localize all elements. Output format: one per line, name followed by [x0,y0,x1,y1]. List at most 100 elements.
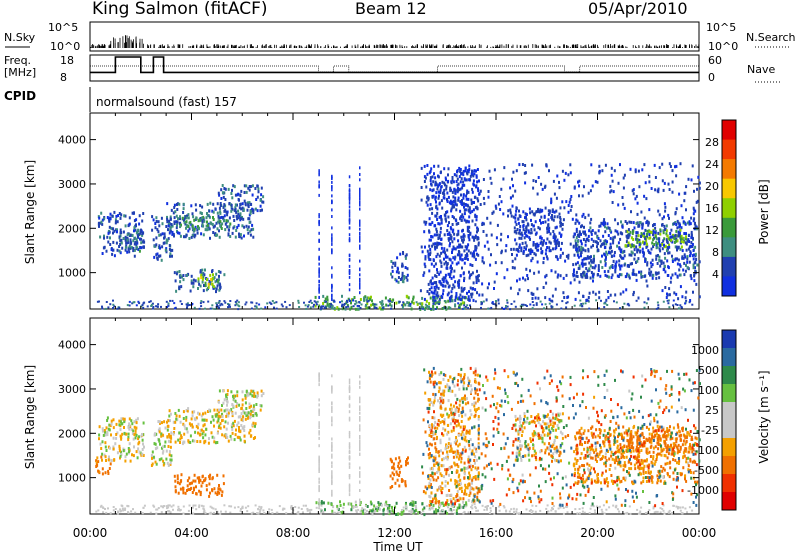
scatter-cell [675,293,677,296]
scatter-cell [202,432,204,435]
scatter-cell [581,305,583,307]
scatter-cell [229,216,231,219]
scatter-cell [520,249,522,252]
scatter-cell [456,455,458,458]
scatter-cell [477,429,479,432]
scatter-cell [489,264,491,267]
scatter-cell [177,217,179,220]
scatter-cell [681,204,683,207]
scatter-cell [585,302,587,304]
scatter-cell [461,415,463,418]
scatter-cell [131,422,133,425]
scatter-cell [176,208,178,211]
scatter-cell [253,392,255,395]
scatter-cell [666,229,668,232]
scatter-cell [205,477,207,480]
scatter-cell [639,251,641,254]
scatter-cell [428,269,430,272]
scatter-cell [499,208,501,211]
scatter-cell [559,256,561,259]
scatter-cell [421,167,423,170]
scatter-cell [170,431,172,434]
scatter-cell [584,263,586,266]
scatter-cell [667,300,669,302]
scatter-cell [549,210,551,213]
scatter-cell [434,234,436,237]
scatter-cell [443,277,445,280]
scatter-cell [566,274,568,277]
scatter-cell [468,456,470,459]
scatter-cell [667,241,669,244]
scatter-cell [460,274,462,277]
scatter-cell [239,217,241,220]
scatter-cell [194,235,196,238]
scatter-cell [610,237,612,240]
scatter-cell [443,189,445,192]
scatter-cell [245,418,247,421]
scatter-cell [486,217,488,220]
scatter-cell [224,198,226,201]
scatter-cell [682,216,684,219]
scatter-cell [128,250,130,253]
scatter-cell [555,255,557,258]
scatter-cell [662,247,664,250]
scatter-cell [114,442,116,445]
scatter-cell [173,206,175,209]
scatter-cell [598,264,600,267]
scatter-cell [433,258,435,261]
scatter-cell [311,302,313,304]
scatter-cell [519,214,521,217]
scatter-cell [98,437,100,440]
scatter-cell [460,194,462,197]
scatter-cell [464,212,466,215]
scatter-cell [501,307,503,309]
scatter-cell [119,235,121,238]
scatter-cell [677,263,679,266]
scatter-cell [183,433,185,436]
scatter-cell [625,220,627,223]
scatter-cell [432,303,434,305]
scatter-cell [574,305,576,307]
scatter-cell [438,373,440,376]
scatter-cell [435,308,437,310]
scatter-cell [590,277,592,280]
scatter-cell [595,240,597,243]
scatter-cell [213,409,215,412]
scatter-cell [200,302,202,304]
scatter-cell [377,501,379,504]
scatter-cell [439,281,441,284]
scatter-cell [132,429,134,432]
scatter-cell [187,479,189,482]
scatter-cell [183,235,185,238]
scatter-cell [542,241,544,244]
scatter-cell [225,211,227,214]
scatter-cell [588,250,590,253]
scatter-cell [632,230,634,233]
scatter-cell [475,300,477,302]
scatter-cell [170,461,172,464]
scatter-cell [430,381,432,384]
scatter-cell [448,438,450,441]
scatter-cell [207,301,209,303]
scatter-cell [463,194,465,197]
scatter-cell [663,262,665,265]
scatter-cell [554,240,556,243]
scatter-cell [216,288,218,291]
scatter-cell [443,464,445,467]
scatter-cell [106,301,108,303]
scatter-cell [606,304,608,306]
scatter-cell [465,169,467,172]
scatter-cell [439,182,441,185]
scatter-cell [98,434,100,437]
scatter-cell [227,422,229,425]
scatter-cell [519,288,521,291]
scatter-cell [657,246,659,249]
scatter-cell [443,258,445,261]
scatter-cell [559,213,561,216]
scatter-cell [470,252,472,255]
scatter-cell [389,504,391,507]
scatter-cell [138,435,140,438]
scatter-cell [158,438,160,441]
scatter-cell [206,488,208,491]
scatter-cell [560,308,562,310]
